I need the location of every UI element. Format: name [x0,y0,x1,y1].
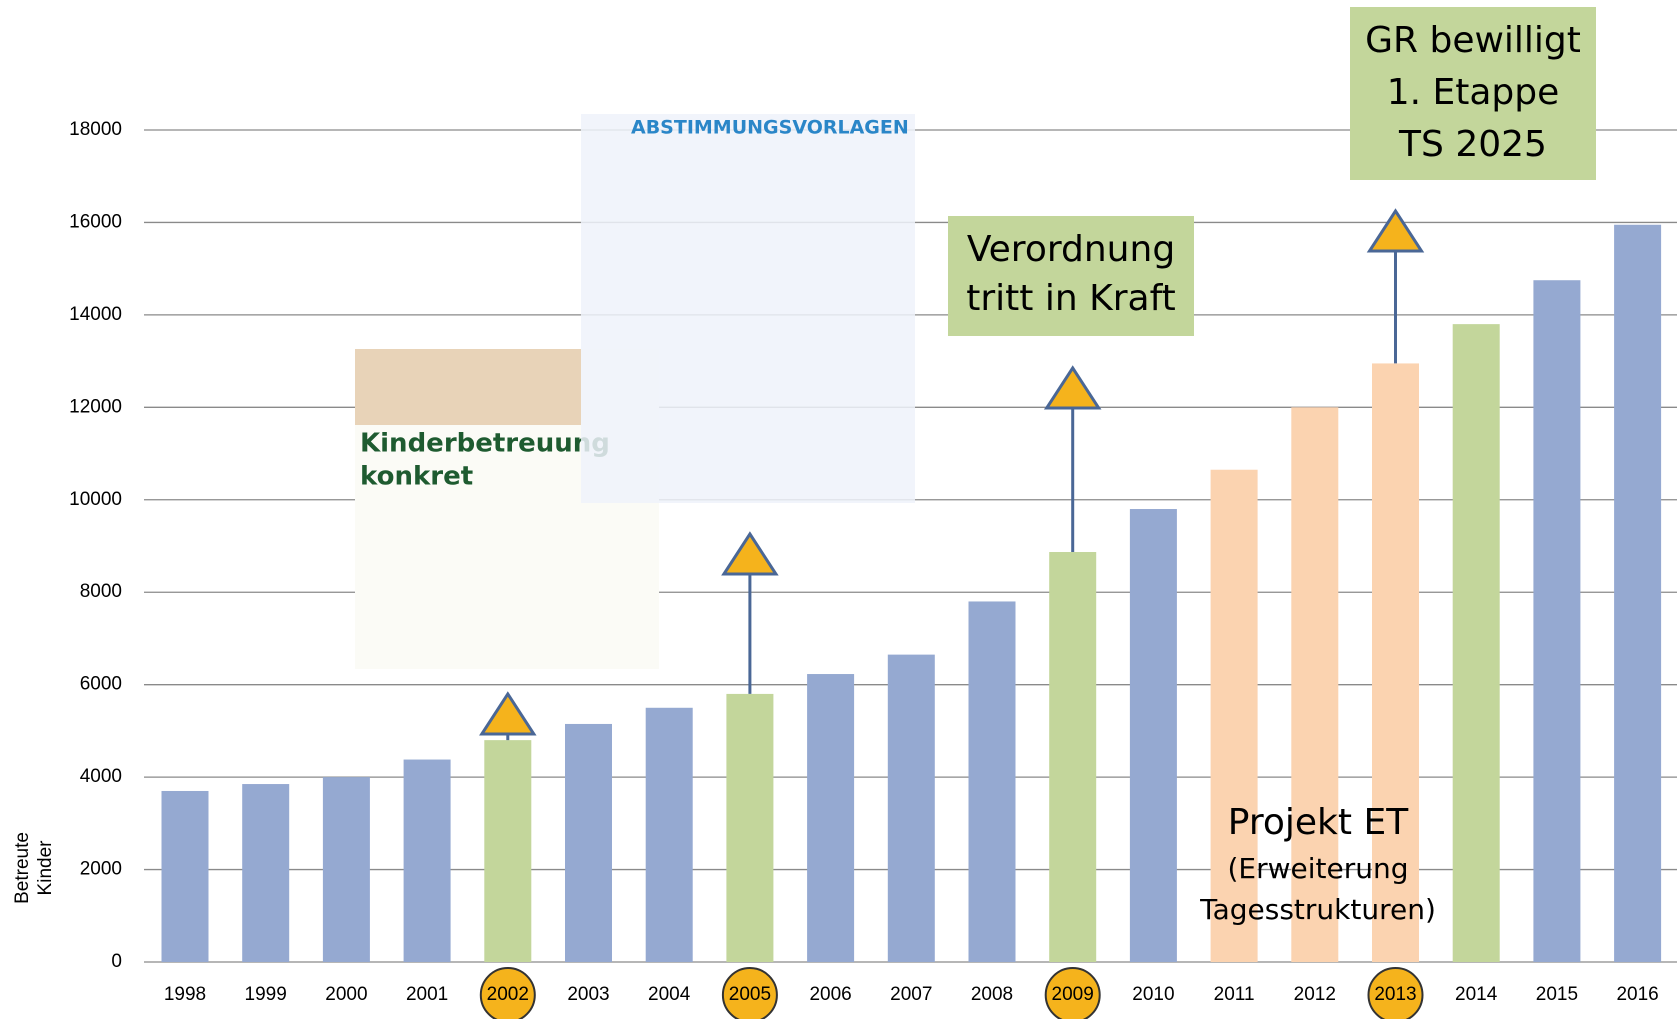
arrow-head [1370,211,1422,251]
x-tick-label: 2002 [487,984,529,1005]
project-note: Tagesstrukturen) [1199,893,1436,926]
bar [969,601,1016,962]
bar [807,674,854,962]
x-tick-label: 1999 [245,984,287,1005]
y-tick-label: 0 [111,951,122,972]
y-axis-label: Betreute [12,832,33,904]
x-tick-label: 2016 [1616,984,1658,1005]
flyer-illustration [355,349,581,425]
x-tick-label: 2009 [1052,984,1094,1005]
bar [1614,225,1661,962]
x-tick-label: 2001 [406,984,448,1005]
bar [646,708,693,962]
ordinance-text: Verordnung [967,229,1175,270]
x-tick-label: 2004 [648,984,691,1005]
approval-text: 1. Etappe [1387,72,1560,113]
bar [565,724,612,962]
x-tick-label: 2003 [567,984,609,1005]
x-tick-label: 2014 [1455,984,1498,1005]
x-tick-label: 2000 [325,984,367,1005]
bar [1130,509,1177,962]
bar [726,694,773,962]
x-tick-label: 2013 [1374,984,1416,1005]
approval-text: TS 2025 [1398,124,1547,165]
y-tick-label: 16000 [69,211,122,232]
chart: Kinderbetreuung konkret ABSTIMMUNGSVORLA… [0,0,1677,1019]
x-tick-label: 2015 [1536,984,1578,1005]
project-note: (Erweiterung [1227,852,1408,885]
x-tick-label: 2006 [809,984,851,1005]
x-tick-label: 2007 [890,984,932,1005]
bar [484,740,531,962]
bar [1049,552,1096,962]
arrow-head [482,694,534,734]
approval-text: GR bewilligt [1365,20,1581,61]
bar [162,791,209,962]
y-tick-label: 6000 [80,674,122,695]
ballot-image [581,114,915,503]
y-tick-label: 10000 [69,489,122,510]
flyer-title: konkret [360,462,473,492]
x-tick-label: 2012 [1294,984,1336,1005]
ballot-title: ABSTIMMUNGSVORLAGEN [631,117,909,139]
y-axis-label: Kinder [35,840,56,896]
bar [1211,470,1258,962]
x-tick-label: 2008 [971,984,1013,1005]
y-tick-label: 4000 [80,766,122,787]
bar [888,655,935,962]
y-tick-label: 2000 [80,859,122,880]
y-tick-label: 12000 [69,396,122,417]
flyer-title: Kinderbetreuung [360,429,610,459]
y-tick-label: 14000 [69,304,122,325]
arrow-head [724,534,776,574]
bar [242,784,289,962]
x-tick-label: 2005 [729,984,771,1005]
project-label: Projekt ET [1228,802,1409,843]
ordinance-text: tritt in Kraft [966,278,1175,319]
bar [1453,324,1500,962]
x-tick-label: 2011 [1214,984,1255,1005]
y-tick-label: 18000 [69,119,122,140]
y-tick-label: 8000 [80,581,122,602]
bar [404,760,451,962]
x-tick-label: 1998 [164,984,206,1005]
arrow-head [1047,368,1099,408]
bar [1533,280,1580,962]
x-tick-label: 2010 [1132,984,1174,1005]
bar [323,777,370,962]
